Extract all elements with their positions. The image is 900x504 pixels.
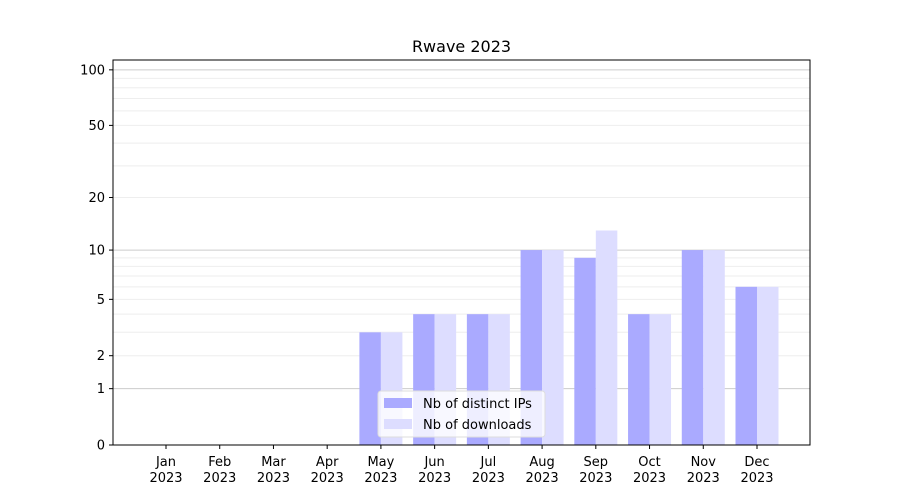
y-tick-label: 5	[97, 293, 105, 308]
y-tick-label: 10	[88, 244, 105, 259]
bar-downloads	[703, 250, 725, 445]
legend-label: Nb of downloads	[423, 418, 532, 433]
bar-downloads	[649, 314, 672, 445]
y-tick-label: 100	[80, 63, 105, 78]
bar-downloads	[757, 286, 779, 445]
plot-frame	[112, 59, 811, 446]
x-tick-label: Sep 2023	[579, 455, 612, 486]
y-tick-label: 2	[97, 349, 105, 364]
bar-downloads	[542, 250, 564, 445]
legend-box	[377, 390, 546, 438]
x-tick-label: Jan 2023	[149, 455, 182, 486]
legend-swatch	[384, 398, 412, 408]
chart-title: Rwave 2023	[412, 37, 511, 56]
bar-distinct-ips	[735, 286, 757, 445]
legend-label: Nb of distinct IPs	[423, 397, 532, 412]
x-tick-label: Feb 2023	[203, 455, 236, 486]
x-tick-label: Jul 2023	[472, 455, 505, 486]
bar-distinct-ips	[359, 332, 381, 445]
x-tick-label: May 2023	[364, 455, 397, 486]
y-tick-label: 1	[97, 382, 105, 397]
legend-swatch	[384, 419, 412, 429]
bar-distinct-ips	[628, 314, 650, 445]
y-tick-label: 50	[88, 119, 105, 134]
bar-distinct-ips	[574, 257, 596, 445]
legend: Nb of distinct IPs Nb of downloads	[377, 390, 546, 438]
x-tick-label: Nov 2023	[687, 455, 720, 486]
bar-downloads	[595, 230, 618, 445]
x-tick-label: Aug 2023	[526, 455, 559, 486]
x-tick-label: Jun 2023	[418, 455, 451, 486]
x-tick-label: Oct 2023	[633, 455, 666, 486]
y-tick-label: 20	[88, 191, 105, 206]
y-tick-label: 0	[97, 439, 105, 454]
x-tick-label: Mar 2023	[257, 455, 290, 486]
x-tick-label: Apr 2023	[311, 455, 344, 486]
x-tick-label: Dec 2023	[740, 455, 773, 486]
bar-distinct-ips	[681, 250, 704, 445]
